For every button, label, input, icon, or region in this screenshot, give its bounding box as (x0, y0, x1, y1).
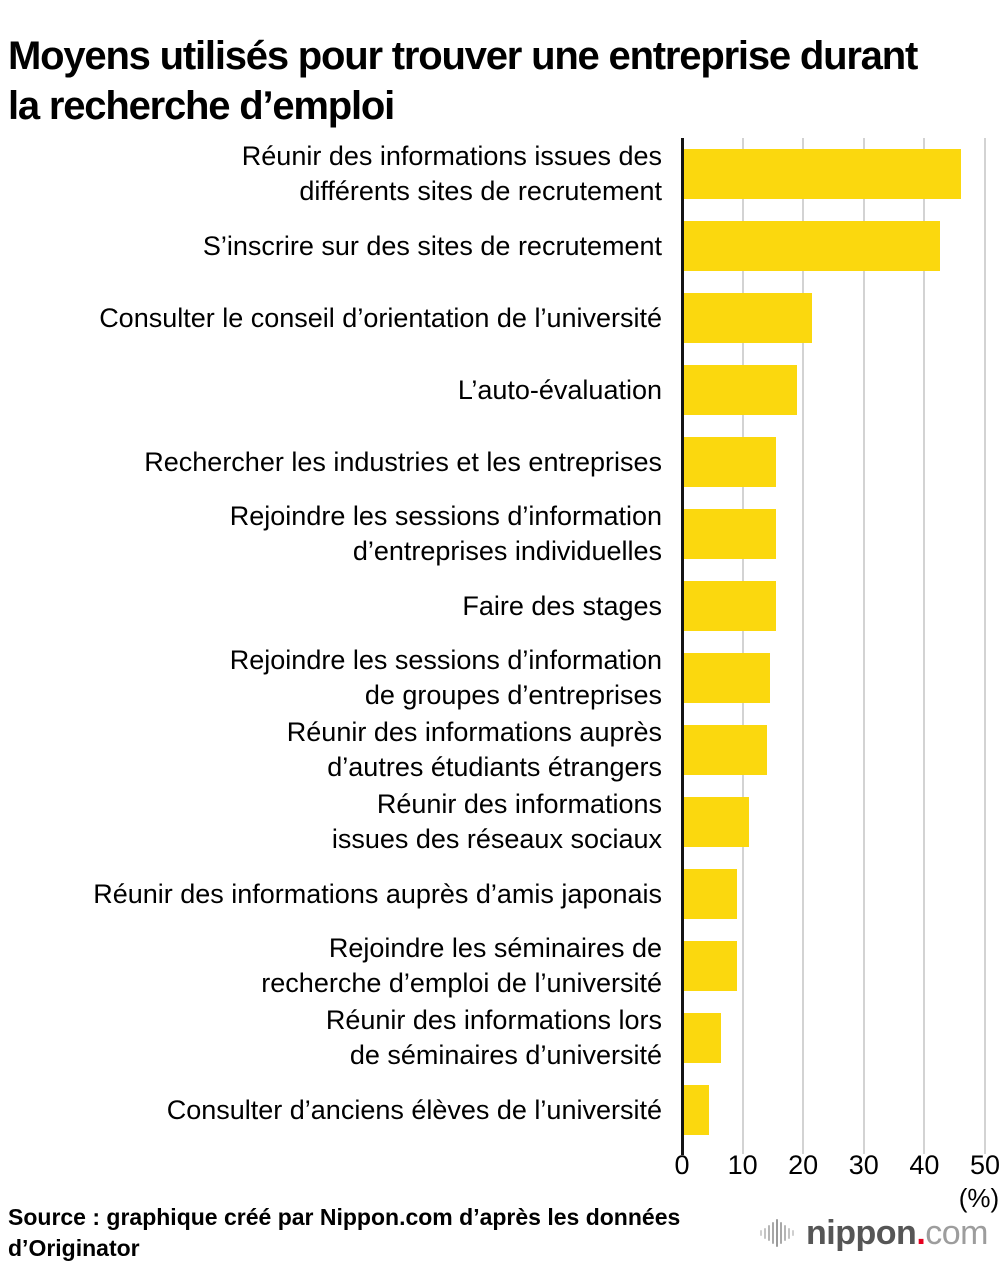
category-label: Rechercher les industries et les entrepr… (144, 446, 662, 477)
soundwave-icon (760, 1219, 796, 1247)
gridline (802, 138, 805, 1154)
category-labels: Réunir des informations issues des différ… (0, 138, 682, 1146)
logo-suffix: com (925, 1213, 988, 1252)
bar-row (682, 930, 985, 1002)
category-label: Réunir des informations issues des réseau… (331, 789, 662, 854)
bar-row (682, 282, 985, 354)
bar (682, 869, 737, 919)
bar-row (682, 138, 985, 210)
bar (682, 149, 961, 199)
x-axis: (%) 0 10 20 30 40 50 (674, 1150, 1000, 1213)
bar-row (682, 714, 985, 786)
chart-title: Moyens utilisés pour trouver une entrepr… (8, 31, 993, 131)
category-label: Rejoindre les séminaires de recherche d’e… (261, 933, 662, 998)
bar-row (682, 426, 985, 498)
category-label: Réunir des informations auprès d’autres é… (286, 717, 662, 782)
category-label: L’auto-évaluation (457, 374, 662, 405)
bar-row (682, 570, 985, 642)
bar-row (682, 642, 985, 714)
bar (682, 725, 767, 775)
bar (682, 797, 749, 847)
x-tick-label: 40 (909, 1150, 940, 1180)
plot-area (681, 138, 986, 1155)
bar (682, 1085, 710, 1135)
x-axis-unit-label: (%) (958, 1183, 1000, 1213)
bar-row (682, 858, 985, 930)
source-line1: Source : graphique créé par Nippon.com d… (8, 1204, 681, 1230)
chart-title-line1: Moyens utilisés pour trouver une entrepr… (8, 33, 918, 78)
bar-row (682, 498, 985, 570)
chart-title-line2: la recherche d’emploi (8, 83, 395, 128)
bar (682, 653, 770, 703)
category-label: Faire des stages (462, 590, 662, 621)
category-label: Réunir des informations lors de séminaire… (325, 1005, 662, 1070)
bar-row (682, 786, 985, 858)
category-label: S’inscrire sur des sites de recrutement (202, 230, 662, 261)
bar (682, 509, 776, 559)
category-label: Réunir des informations issues des différ… (241, 141, 662, 206)
x-tick-label: 0 (674, 1150, 690, 1180)
category-label: Consulter le conseil d’orientation de l’… (99, 302, 662, 333)
bar-row (682, 1074, 985, 1146)
logo-dot: . (916, 1213, 926, 1252)
bar (682, 581, 776, 631)
x-tick-label: 10 (727, 1150, 758, 1180)
bar-row (682, 354, 985, 426)
nippon-logo: nippon.com (760, 1210, 988, 1256)
x-tick-label: 20 (788, 1150, 819, 1180)
source-note: Source : graphique créé par Nippon.com d… (8, 1202, 708, 1264)
x-tick-label: 30 (848, 1150, 879, 1180)
gridline (984, 138, 986, 1154)
nippon-logo-text: nippon.com (806, 1214, 988, 1253)
category-label: Rejoindre les sessions d’information d’en… (229, 501, 662, 566)
gridline (923, 138, 926, 1154)
bar (682, 437, 776, 487)
bar (682, 941, 737, 991)
x-tick-label: 50 (969, 1150, 1000, 1180)
bar (682, 221, 940, 271)
bar (682, 1013, 722, 1063)
y-axis-line (681, 138, 684, 1155)
category-label: Consulter d’anciens élèves de l’universi… (166, 1094, 662, 1125)
source-line2: d’Originator (8, 1235, 140, 1261)
gridline (862, 138, 865, 1154)
gridline (741, 138, 744, 1154)
bar (682, 293, 813, 343)
logo-brand: nippon (806, 1213, 917, 1252)
bar (682, 365, 798, 415)
category-label: Réunir des informations auprès d’amis ja… (93, 878, 662, 909)
bar-row (682, 210, 985, 282)
bar-row (682, 1002, 985, 1074)
category-label: Rejoindre les sessions d’information de g… (229, 645, 662, 710)
